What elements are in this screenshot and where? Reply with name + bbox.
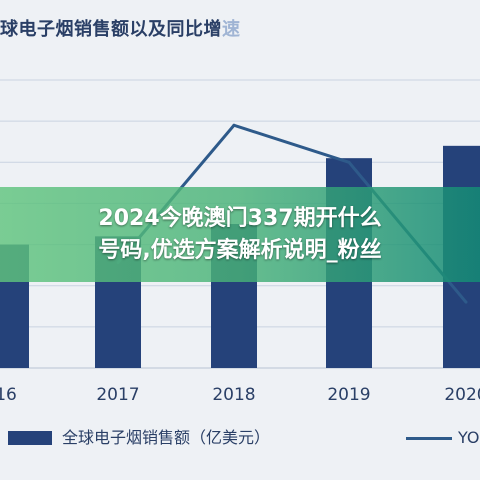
watermark-line-2: 号码,优选方案解析说明_粉丝 xyxy=(98,237,382,263)
yoy-point-2 xyxy=(347,160,351,164)
chart-title-main: 球电子烟销售额以及同比增 xyxy=(0,19,222,40)
chart-legend: 全球电子烟销售额（亿美元） YO xyxy=(0,424,480,456)
legend-line-swatch xyxy=(406,437,452,440)
x-tick-label-1: 2017 xyxy=(96,385,139,405)
legend-line-label: YO xyxy=(458,428,480,447)
x-tick-label-4: 2020 xyxy=(444,385,480,405)
chart-title-suffix: 速 xyxy=(222,19,241,40)
yoy-point-1 xyxy=(232,123,236,127)
chart-title: 球电子烟销售额以及同比增速 xyxy=(0,10,241,50)
x-tick-label-3: 2019 xyxy=(327,385,370,405)
watermark-banner: 2024今晚澳门337期开什么 号码,优选方案解析说明_粉丝 xyxy=(0,187,480,282)
watermark-line-1: 2024今晚澳门337期开什么 xyxy=(98,205,382,231)
legend-bar-swatch xyxy=(8,431,52,445)
yoy-point-3 xyxy=(464,300,468,304)
x-tick-label-0: 16 xyxy=(0,385,17,405)
x-tick-label-2: 2018 xyxy=(212,385,255,405)
legend-bar-label: 全球电子烟销售额（亿美元） xyxy=(62,428,271,447)
